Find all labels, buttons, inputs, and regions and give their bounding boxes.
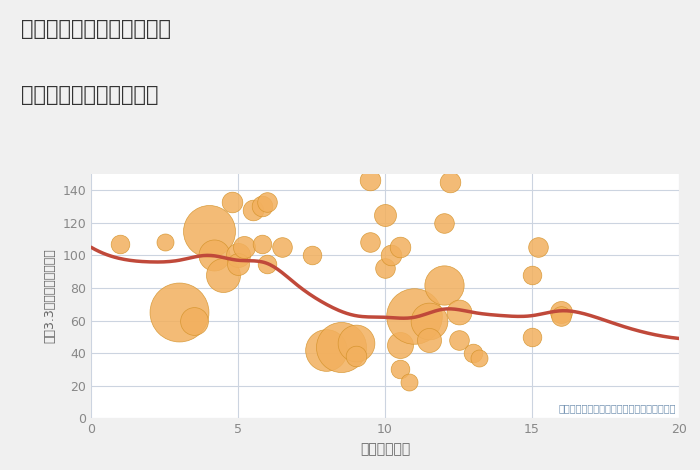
Point — [159, 239, 170, 246]
Point — [174, 309, 185, 316]
Point — [526, 333, 538, 341]
Point — [218, 271, 229, 279]
Point — [335, 343, 346, 350]
Point — [394, 341, 405, 349]
Point — [115, 240, 126, 248]
Point — [473, 354, 484, 362]
Point — [365, 177, 376, 184]
Point — [350, 352, 361, 360]
Point — [424, 337, 435, 344]
Point — [453, 337, 464, 344]
Point — [394, 366, 405, 373]
Point — [321, 346, 332, 353]
Point — [526, 271, 538, 279]
Text: 円の大きさは、取引のあった物件面積を示す: 円の大きさは、取引のあった物件面積を示す — [559, 403, 676, 414]
Point — [203, 227, 214, 235]
Text: 駅距離別中古戸建て価格: 駅距離別中古戸建て価格 — [21, 85, 158, 105]
Point — [350, 340, 361, 347]
Point — [424, 317, 435, 324]
Point — [256, 203, 267, 210]
Point — [227, 198, 238, 205]
X-axis label: 駅距離（分）: 駅距離（分） — [360, 442, 410, 456]
Point — [385, 251, 396, 259]
Point — [365, 239, 376, 246]
Point — [403, 379, 414, 386]
Point — [379, 211, 391, 219]
Point — [256, 240, 267, 248]
Point — [262, 198, 273, 205]
Point — [438, 281, 449, 289]
Point — [468, 349, 479, 357]
Point — [209, 251, 220, 259]
Point — [444, 178, 455, 186]
Point — [188, 317, 199, 324]
Point — [409, 312, 420, 320]
Point — [276, 243, 288, 251]
Point — [232, 251, 244, 259]
Point — [556, 309, 567, 316]
Point — [453, 309, 464, 316]
Point — [556, 312, 567, 320]
Point — [438, 219, 449, 227]
Text: 福岡県粕屋郡粕屋町仲原の: 福岡県粕屋郡粕屋町仲原の — [21, 19, 171, 39]
Point — [532, 243, 543, 251]
Point — [247, 206, 258, 213]
Point — [232, 260, 244, 267]
Point — [379, 265, 391, 272]
Y-axis label: 坪（3.3㎡）単価（万円）: 坪（3.3㎡）単価（万円） — [43, 249, 57, 344]
Point — [394, 243, 405, 251]
Point — [238, 243, 249, 251]
Point — [306, 251, 317, 259]
Point — [262, 260, 273, 267]
